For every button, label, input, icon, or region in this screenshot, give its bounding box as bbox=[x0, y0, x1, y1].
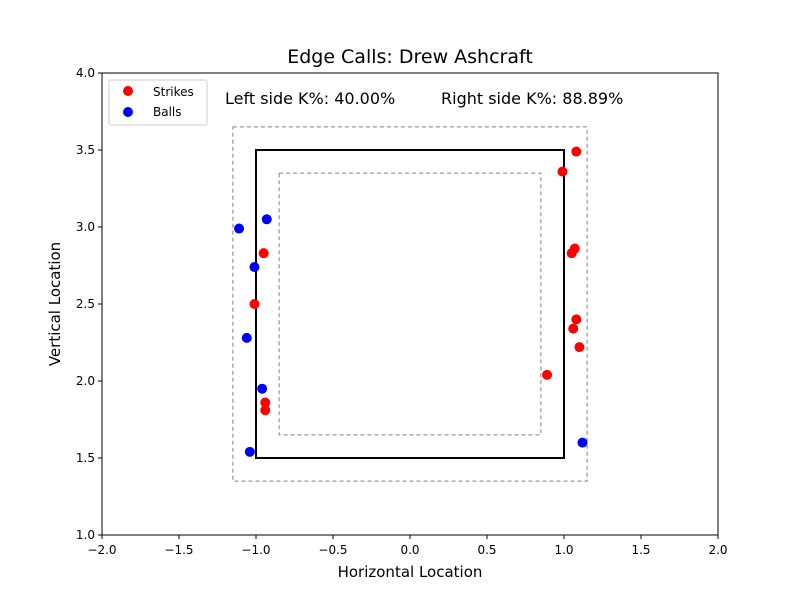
x-axis-label: Horizontal Location bbox=[338, 563, 483, 581]
y-tick-label: 4.0 bbox=[76, 66, 95, 80]
x-tick-label: −2.0 bbox=[87, 543, 116, 557]
y-axis-label: Vertical Location bbox=[46, 242, 64, 366]
left-side-annotation: Left side K%: 40.00% bbox=[225, 89, 395, 108]
y-tick-label: 2.0 bbox=[76, 374, 95, 388]
y-tick-label: 2.5 bbox=[76, 297, 95, 311]
ball-point bbox=[249, 262, 260, 273]
right-side-annotation: Right side K%: 88.89% bbox=[441, 89, 623, 108]
ball-point bbox=[257, 383, 268, 394]
legend-strikes-label: Strikes bbox=[153, 85, 194, 99]
strike-point bbox=[258, 248, 269, 259]
legend-box bbox=[108, 79, 208, 126]
points-layer bbox=[234, 146, 588, 457]
legend-strikes-marker bbox=[123, 86, 133, 96]
ball-point bbox=[261, 214, 272, 225]
ball-point bbox=[577, 437, 588, 448]
y-axis-ticks: 1.0 1.5 2.0 2.5 3.0 3.5 4.0 bbox=[76, 66, 102, 542]
x-tick-label: −1.0 bbox=[241, 543, 270, 557]
y-tick-label: 3.0 bbox=[76, 220, 95, 234]
x-tick-label: 2.0 bbox=[708, 543, 727, 557]
ball-point bbox=[241, 332, 252, 343]
legend-balls-label: Balls bbox=[153, 105, 182, 119]
strike-point bbox=[557, 166, 568, 177]
y-tick-label: 1.5 bbox=[76, 451, 95, 465]
ball-point bbox=[244, 446, 255, 457]
y-tick-label: 1.0 bbox=[76, 528, 95, 542]
strike-point bbox=[568, 323, 579, 334]
legend-balls-marker bbox=[123, 107, 133, 117]
outer-zone bbox=[232, 126, 588, 482]
strike-point bbox=[260, 397, 271, 408]
strike-point bbox=[566, 248, 577, 259]
x-tick-label: 1.5 bbox=[631, 543, 650, 557]
ball-point bbox=[234, 223, 245, 234]
x-axis-ticks: −2.0 −1.5 −1.0 −0.5 0.0 0.5 1.0 1.5 2.0 bbox=[87, 535, 728, 557]
legend: Strikes Balls bbox=[108, 79, 208, 126]
chart-title: Edge Calls: Drew Ashcraft bbox=[287, 46, 533, 68]
strike-point bbox=[574, 342, 585, 353]
x-tick-label: −1.5 bbox=[164, 543, 193, 557]
strike-point bbox=[260, 405, 271, 416]
x-tick-label: 1.0 bbox=[554, 543, 573, 557]
strike-point bbox=[571, 314, 582, 325]
x-tick-label: 0.0 bbox=[400, 543, 419, 557]
strike-point bbox=[571, 146, 582, 157]
inner-zone bbox=[278, 172, 542, 436]
x-tick-label: 0.5 bbox=[477, 543, 496, 557]
strike-point bbox=[249, 299, 260, 309]
y-tick-label: 3.5 bbox=[76, 143, 95, 157]
strike-point bbox=[542, 369, 553, 380]
x-tick-label: −0.5 bbox=[318, 543, 347, 557]
